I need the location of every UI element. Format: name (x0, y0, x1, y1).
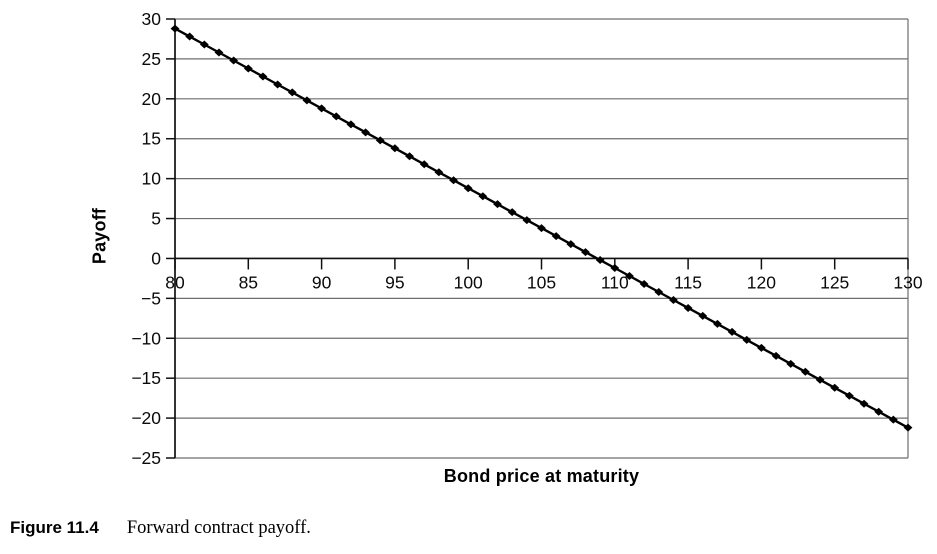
series-marker (317, 104, 326, 113)
series-marker (815, 375, 825, 384)
series-marker (507, 208, 517, 217)
series-marker (522, 216, 532, 225)
y-tick-label: 0 (151, 248, 161, 268)
series-marker (625, 272, 634, 281)
series-marker (830, 383, 840, 392)
y-tick-label: −20 (131, 408, 161, 428)
y-tick-label: −25 (131, 448, 161, 468)
series-marker (566, 240, 576, 249)
series-marker (727, 327, 737, 336)
series-marker (713, 319, 722, 328)
series-marker (287, 88, 297, 97)
series-marker (903, 423, 913, 432)
y-tick-label: 15 (142, 129, 161, 149)
series-marker (463, 184, 473, 193)
x-tick-label: 130 (893, 272, 922, 292)
series-marker (595, 256, 605, 265)
series-marker (742, 335, 752, 344)
x-tick-label: 105 (527, 272, 556, 292)
series-marker (258, 72, 268, 81)
series-marker (361, 128, 370, 137)
series-marker (786, 359, 796, 368)
series-marker (302, 96, 312, 105)
series-marker (449, 176, 458, 185)
x-tick-label: 120 (747, 272, 776, 292)
series-marker (419, 160, 429, 169)
series-marker (434, 168, 444, 177)
series-marker (493, 200, 502, 209)
series-marker (346, 120, 356, 129)
y-axis-title: Payoff (89, 207, 110, 265)
series-marker (185, 32, 195, 41)
y-tick-label: 5 (151, 209, 161, 229)
series-marker (757, 343, 766, 352)
figure-caption-label: Figure 11.4 (10, 518, 99, 537)
series-marker (243, 64, 253, 73)
x-tick-label: 115 (674, 272, 702, 292)
series-marker (537, 224, 546, 233)
series-marker (375, 136, 385, 145)
series-marker (405, 152, 414, 161)
series-marker (390, 144, 400, 153)
series-marker (170, 24, 180, 33)
series-marker (888, 415, 898, 424)
series-marker (199, 40, 209, 49)
series-marker (859, 399, 869, 408)
series-marker (800, 367, 810, 376)
y-tick-label: 20 (142, 89, 162, 109)
y-tick-label: −10 (131, 328, 161, 348)
series-marker (698, 311, 708, 320)
series-marker (214, 48, 224, 57)
series-marker (273, 80, 283, 89)
series-marker (478, 192, 488, 201)
series-marker (610, 264, 620, 273)
y-tick-label: 25 (142, 49, 161, 69)
figure-caption-text: Forward contract payoff. (126, 518, 311, 538)
figure-caption: Figure 11.4 Forward contract payoff. (10, 518, 311, 539)
series-marker (771, 351, 781, 360)
x-tick-label: 80 (165, 272, 185, 292)
series-marker (874, 407, 884, 416)
y-tick-label: 30 (142, 9, 162, 29)
x-tick-label: 85 (239, 272, 258, 292)
x-tick-label: 110 (601, 272, 629, 292)
x-axis-title: Bond price at maturity (443, 466, 640, 486)
x-tick-label: 95 (385, 272, 404, 292)
series-marker (669, 295, 678, 304)
x-tick-label: 90 (312, 272, 332, 292)
series-marker (581, 248, 590, 257)
series-marker (229, 56, 239, 65)
y-tick-label: −5 (141, 288, 161, 308)
y-tick-label: −15 (131, 368, 161, 388)
y-tick-label: 10 (142, 169, 162, 189)
x-tick-label: 100 (454, 272, 483, 292)
x-tick-label: 125 (820, 272, 849, 292)
series-marker (654, 287, 664, 296)
series-marker (331, 112, 341, 121)
series-marker (683, 303, 693, 312)
series-marker (639, 279, 649, 288)
series-marker (551, 232, 561, 241)
series-marker (844, 391, 854, 400)
